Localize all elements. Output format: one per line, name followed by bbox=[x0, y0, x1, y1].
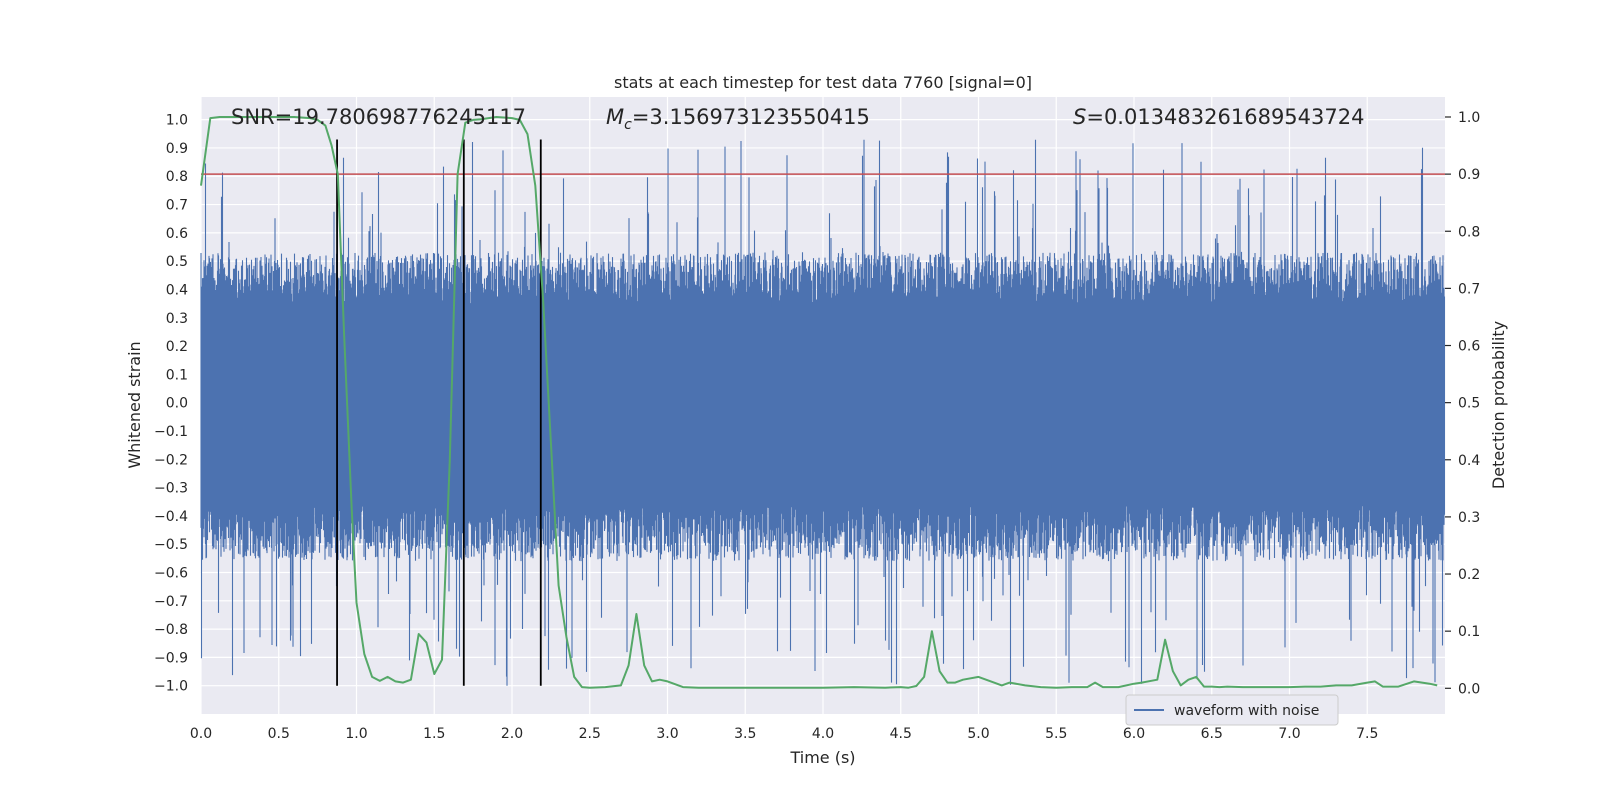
y-tick-label: −0.9 bbox=[154, 650, 188, 666]
y-tick-label: 1.0 bbox=[166, 113, 188, 129]
legend: waveform with noise bbox=[1125, 694, 1339, 726]
s-value: =0.013483261689543724 bbox=[1086, 105, 1364, 129]
y-tick-label: −0.4 bbox=[154, 509, 188, 525]
x-tick-label: 6.0 bbox=[1123, 726, 1145, 742]
y-right-tick-label: 0.2 bbox=[1458, 567, 1480, 583]
y-tick-label: 0.0 bbox=[166, 396, 188, 412]
y-tick-label: 0.6 bbox=[166, 226, 188, 242]
probability-series bbox=[200, 116, 1438, 689]
y-right-tick-label: 0.1 bbox=[1458, 624, 1480, 640]
chart-title: stats at each timestep for test data 776… bbox=[614, 73, 1032, 92]
s-symbol: S bbox=[1073, 105, 1086, 129]
x-tick-label: 1.5 bbox=[423, 726, 445, 742]
y-right-tick-label: 0.0 bbox=[1458, 681, 1480, 697]
y-axis-left-label: Whitened strain bbox=[125, 341, 144, 468]
legend-label-waveform: waveform with noise bbox=[1174, 703, 1319, 719]
y-axis-right-label: Detection probability bbox=[1489, 321, 1508, 489]
chirp-mass-annotation: Mc=3.156973123550415 bbox=[606, 105, 870, 133]
y-right-tick-label: 0.9 bbox=[1458, 167, 1480, 183]
y-tick-label: −0.1 bbox=[154, 424, 188, 440]
x-tick-label: 3.5 bbox=[734, 726, 756, 742]
x-axis-label: Time (s) bbox=[789, 748, 855, 767]
x-tick-label: 0.5 bbox=[268, 726, 290, 742]
y-tick-label: 0.1 bbox=[166, 367, 188, 383]
y-right-tick-label: 0.8 bbox=[1458, 224, 1480, 240]
y-tick-label: 0.5 bbox=[166, 254, 188, 270]
y-axis-left-ticks: 1.0 0.9 0.8 0.7 0.6 0.5 0.4 0.3 0.2 0.1 0.0 −0.1 −0.… bbox=[154, 113, 188, 695]
waveform-series bbox=[200, 139, 1446, 686]
y-tick-label: 0.8 bbox=[166, 169, 188, 185]
y-tick-label: −0.6 bbox=[154, 565, 188, 581]
y-tick-label: −0.8 bbox=[154, 622, 188, 638]
probability-line bbox=[200, 116, 1438, 689]
y-tick-label: 0.9 bbox=[166, 141, 188, 157]
x-tick-label: 0.0 bbox=[190, 726, 212, 742]
chirp-mass-symbol: M bbox=[606, 105, 624, 129]
waveform-core bbox=[201, 309, 1445, 497]
s-annotation: S=0.013483261689543724 bbox=[1073, 105, 1364, 129]
y-right-tick-label: 0.6 bbox=[1458, 339, 1480, 355]
x-tick-label: 3.0 bbox=[656, 726, 678, 742]
y-tick-label: 0.4 bbox=[166, 282, 188, 298]
x-tick-label: 6.5 bbox=[1201, 726, 1223, 742]
y-right-tick-label: 0.3 bbox=[1458, 510, 1480, 526]
y-tick-label: 0.3 bbox=[166, 311, 188, 327]
x-tick-label: 4.5 bbox=[890, 726, 912, 742]
x-tick-label: 7.5 bbox=[1356, 726, 1378, 742]
x-tick-label: 2.5 bbox=[579, 726, 601, 742]
snr-annotation: SNR=19.780698776245117 bbox=[231, 105, 526, 129]
y-tick-label: −0.2 bbox=[154, 452, 188, 468]
y-right-tick-label: 0.4 bbox=[1458, 453, 1480, 469]
x-tick-label: 5.5 bbox=[1045, 726, 1067, 742]
y-tick-label: −1.0 bbox=[154, 679, 188, 695]
y-tick-label: −0.3 bbox=[154, 481, 188, 497]
y-tick-label: 0.7 bbox=[166, 198, 188, 214]
vertical-marker-lines bbox=[336, 139, 542, 686]
chirp-mass-value: =3.156973123550415 bbox=[632, 105, 870, 129]
y-tick-label: −0.7 bbox=[154, 594, 188, 610]
legend-box bbox=[1125, 694, 1339, 726]
x-tick-label: 2.0 bbox=[501, 726, 523, 742]
y-axis-right-ticks: 1.0 0.9 0.8 0.7 0.6 0.5 0.4 0.3 0.2 0.1 0.0 bbox=[1445, 110, 1480, 697]
x-tick-label: 1.0 bbox=[345, 726, 367, 742]
x-tick-label: 4.0 bbox=[812, 726, 834, 742]
y-tick-label: −0.5 bbox=[154, 537, 188, 553]
x-tick-label: 7.0 bbox=[1278, 726, 1300, 742]
x-tick-label: 5.0 bbox=[967, 726, 989, 742]
y-right-tick-label: 0.7 bbox=[1458, 281, 1480, 297]
y-right-tick-label: 0.5 bbox=[1458, 396, 1480, 412]
y-right-tick-label: 1.0 bbox=[1458, 110, 1480, 126]
x-axis-ticks: 0.0 0.5 1.0 1.5 2.0 2.5 3.0 3.5 4.0 4.5 5.0 5.5 6.0 6… bbox=[190, 726, 1379, 742]
y-tick-label: 0.2 bbox=[166, 339, 188, 355]
chirp-mass-subscript: c bbox=[624, 117, 632, 133]
